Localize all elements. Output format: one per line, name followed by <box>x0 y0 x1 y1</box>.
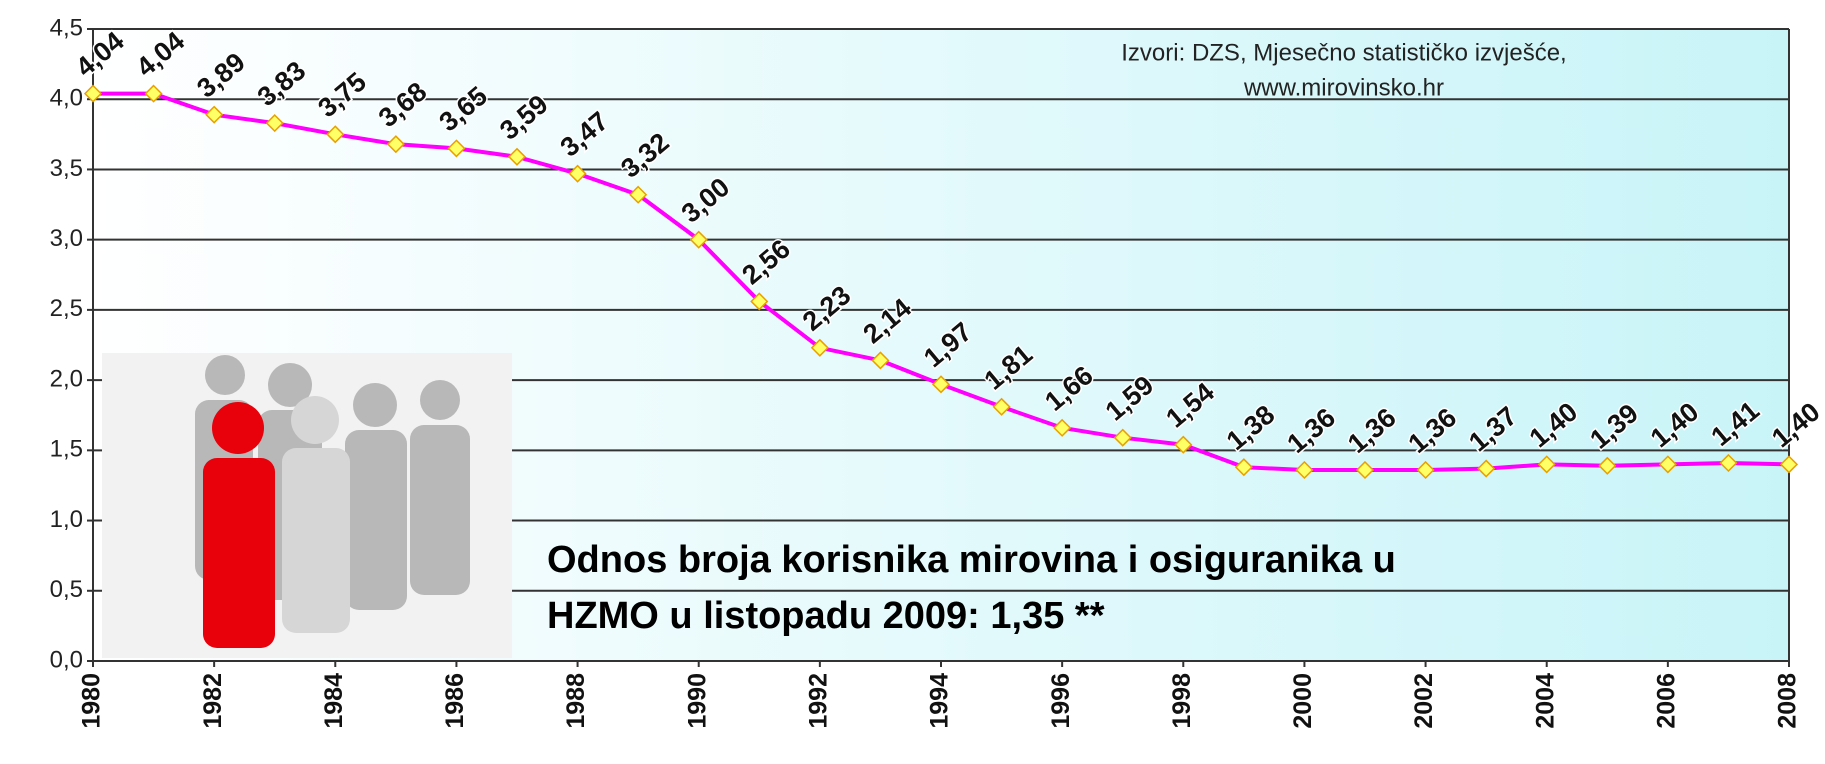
x-tick-label: 2000 <box>1289 673 1317 729</box>
marker <box>1598 456 1617 475</box>
marker <box>1537 455 1556 474</box>
x-tick-label: 1984 <box>320 673 348 729</box>
marker <box>144 84 163 103</box>
annotation: Odnos broja korisnika mirovina i osigura… <box>547 539 1396 581</box>
marker <box>750 292 769 311</box>
marker <box>1113 428 1132 447</box>
y-tick-label: 4,0 <box>50 85 83 112</box>
source: Izvori: DZS, Mjesečno statističko izvješ… <box>1121 39 1566 66</box>
marker <box>507 147 527 166</box>
marker <box>568 164 587 183</box>
marker <box>386 135 405 154</box>
x-tick-label: 1990 <box>683 673 711 729</box>
marker <box>83 84 103 103</box>
marker <box>689 230 708 249</box>
x-tick-label: 1998 <box>1168 673 1196 729</box>
source: www.mirovinsko.hr <box>1243 74 1444 101</box>
marker <box>810 338 829 357</box>
marker <box>629 185 648 204</box>
y-tick-label: 0,5 <box>50 576 83 603</box>
marker <box>1295 460 1314 480</box>
marker <box>1174 435 1193 454</box>
marker <box>447 139 466 158</box>
y-tick-label: 2,5 <box>50 295 83 322</box>
x-tick-label: 2002 <box>1410 673 1438 729</box>
marker <box>1053 418 1072 437</box>
marker <box>992 397 1011 416</box>
x-tick-label: 1996 <box>1047 673 1075 729</box>
x-tick-label: 2006 <box>1652 673 1680 729</box>
x-tick-label: 1986 <box>441 673 469 729</box>
marker <box>1416 460 1435 480</box>
x-tick-label: 2004 <box>1531 673 1559 729</box>
y-tick-label: 3,0 <box>50 225 83 252</box>
marker <box>205 105 224 124</box>
marker <box>1355 460 1375 480</box>
marker <box>326 125 345 144</box>
marker <box>265 114 284 133</box>
marker <box>1234 458 1253 477</box>
x-tick-label: 1982 <box>199 673 227 729</box>
y-tick-label: 4,5 <box>50 14 83 41</box>
marker <box>1658 455 1677 474</box>
marker <box>1719 453 1738 473</box>
marker <box>1477 459 1496 478</box>
x-tick-label: 2008 <box>1774 673 1802 729</box>
x-tick-label: 1992 <box>804 673 832 729</box>
x-tick-label: 1994 <box>926 673 954 729</box>
y-tick-label: 1,5 <box>50 436 83 463</box>
x-tick-label: 1980 <box>78 673 106 729</box>
y-tick-label: 0,0 <box>50 646 83 673</box>
y-tick-label: 1,0 <box>50 506 83 533</box>
marker <box>1779 455 1799 474</box>
marker <box>871 351 890 370</box>
annotation: HZMO u listopadu 2009: 1,35 ** <box>547 595 1105 637</box>
marker <box>931 375 951 394</box>
y-tick-label: 2,0 <box>50 365 83 392</box>
people-image <box>102 353 512 658</box>
x-tick-label: 1988 <box>562 673 590 729</box>
y-tick-label: 3,5 <box>50 155 83 182</box>
